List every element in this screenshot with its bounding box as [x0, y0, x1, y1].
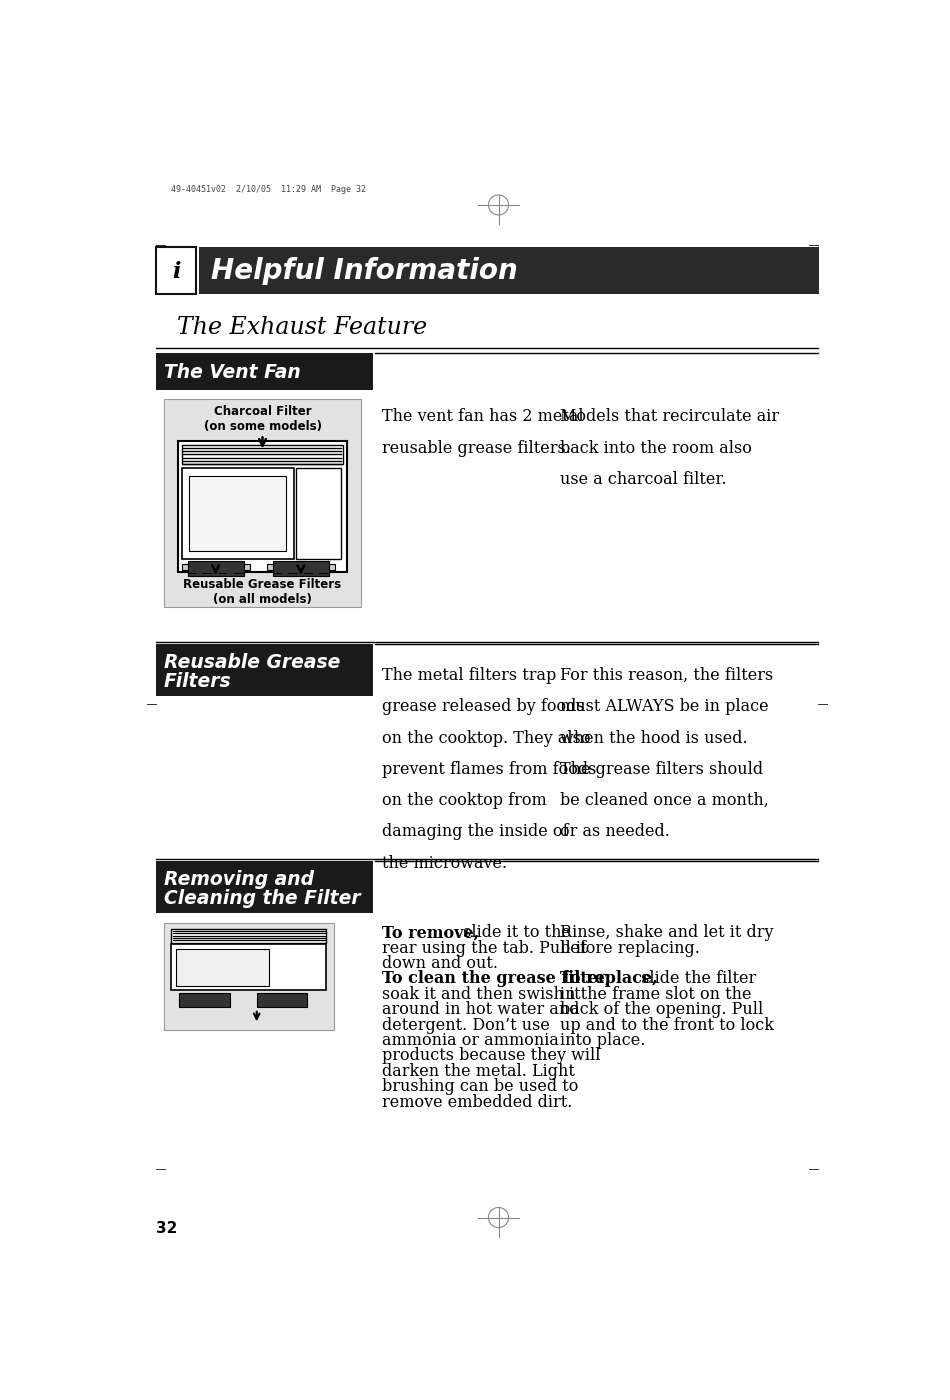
Text: 32: 32	[156, 1221, 178, 1236]
Bar	[171, 928, 327, 942]
Text: Filters: Filters	[163, 672, 232, 690]
Text: back of the opening. Pull: back of the opening. Pull	[560, 1001, 764, 1018]
Text: slide it to the: slide it to the	[458, 924, 571, 941]
Text: Removing and: Removing and	[163, 869, 314, 889]
Bar	[199, 248, 819, 294]
Text: For this reason, the filters
must ALWAYS be in place
when the hood is used.
The : For this reason, the filters must ALWAYS…	[560, 666, 773, 840]
Bar	[267, 564, 335, 570]
Bar	[256, 994, 307, 1008]
Text: The Vent Fan: The Vent Fan	[163, 363, 300, 382]
Bar	[180, 994, 230, 1008]
Bar	[181, 468, 294, 559]
Text: The metal filters trap
grease released by foods
on the cooktop. They also
preven: The metal filters trap grease released b…	[382, 666, 597, 872]
Bar	[273, 561, 329, 577]
Text: Rinse, shake and let it dry: Rinse, shake and let it dry	[560, 924, 774, 941]
Bar	[181, 564, 250, 570]
Text: The vent fan has 2 metal
reusable grease filters.: The vent fan has 2 metal reusable grease…	[382, 409, 584, 456]
Text: 49-40451v02  2/10/05  11:29 AM  Page 32: 49-40451v02 2/10/05 11:29 AM Page 32	[171, 185, 367, 195]
Text: around in hot water and: around in hot water and	[382, 1001, 580, 1018]
Bar	[296, 468, 341, 559]
Bar	[156, 353, 373, 389]
Text: Cleaning the Filter: Cleaning the Filter	[163, 889, 360, 907]
Text: brushing can be used to: brushing can be used to	[382, 1078, 579, 1095]
Text: up and to the front to lock: up and to the front to lock	[560, 1016, 774, 1033]
Text: To replace,: To replace,	[560, 970, 658, 987]
Text: Helpful Information: Helpful Information	[211, 258, 518, 286]
Text: The Exhaust Feature: The Exhaust Feature	[177, 316, 427, 339]
Text: To clean the grease filter,: To clean the grease filter,	[382, 970, 611, 987]
Text: To remove,: To remove,	[382, 924, 480, 941]
Text: Charcoal Filter
(on some models): Charcoal Filter (on some models)	[203, 405, 321, 433]
Bar	[188, 561, 243, 577]
Text: Reusable Grease Filters
(on all models): Reusable Grease Filters (on all models)	[183, 578, 342, 606]
Bar	[181, 445, 343, 465]
Text: down and out.: down and out.	[382, 955, 498, 972]
Bar	[176, 949, 269, 986]
Bar	[163, 923, 334, 1030]
Bar	[156, 248, 197, 294]
Text: into place.: into place.	[560, 1032, 646, 1049]
Bar	[163, 399, 361, 608]
Bar	[178, 441, 347, 573]
Text: in the frame slot on the: in the frame slot on the	[560, 986, 752, 1002]
Bar	[156, 644, 373, 696]
Bar	[171, 944, 327, 990]
Text: Reusable Grease: Reusable Grease	[163, 652, 340, 672]
Text: slide the filter: slide the filter	[636, 970, 756, 987]
Text: before replacing.: before replacing.	[560, 939, 700, 956]
Text: i: i	[172, 260, 180, 283]
Bar	[156, 861, 373, 913]
Text: detergent. Don’t use: detergent. Don’t use	[382, 1016, 550, 1033]
Text: ammonia or ammonia: ammonia or ammonia	[382, 1032, 560, 1049]
Bar	[189, 476, 286, 552]
Text: remove embedded dirt.: remove embedded dirt.	[382, 1093, 573, 1110]
Text: products because they will: products because they will	[382, 1047, 600, 1064]
Text: Models that recirculate air
back into the room also
use a charcoal filter.: Models that recirculate air back into th…	[560, 409, 780, 487]
Text: rear using the tab. Pull it: rear using the tab. Pull it	[382, 939, 588, 956]
Text: soak it and then swish it: soak it and then swish it	[382, 986, 580, 1002]
Text: darken the metal. Light: darken the metal. Light	[382, 1063, 575, 1079]
